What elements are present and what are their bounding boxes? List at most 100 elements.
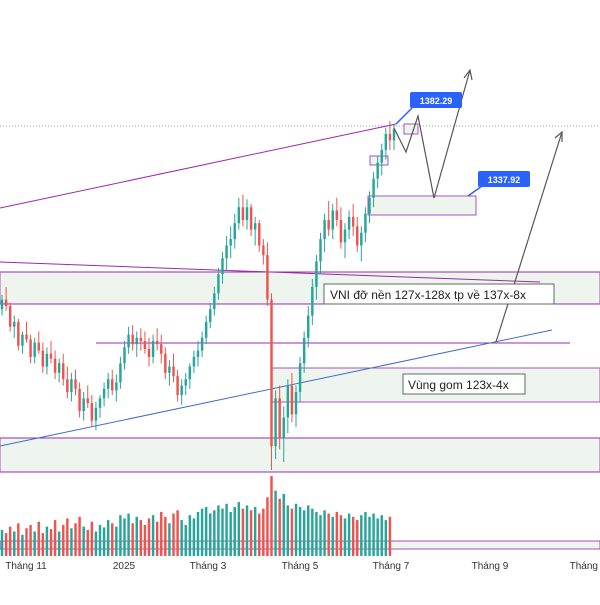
volume-bar <box>53 520 57 556</box>
volume-bar <box>245 505 249 556</box>
candle-body <box>90 403 94 421</box>
candle-body <box>111 379 114 391</box>
price-tag-1382: 1382.29 <box>395 92 462 125</box>
candle-body <box>106 379 110 389</box>
x-tick-label: Tháng 11 <box>5 561 47 572</box>
x-axis: Tháng 11 2025 Tháng 3 Tháng 5 Tháng 7 Th… <box>5 561 600 572</box>
volume-bar <box>380 515 383 556</box>
volume-bar <box>327 513 330 556</box>
candle-body <box>274 398 277 447</box>
volume-bar <box>90 521 94 556</box>
candle-body <box>290 385 294 415</box>
candle-body <box>347 216 351 230</box>
candle-body <box>384 134 388 150</box>
volume-bar <box>364 511 367 556</box>
volume-bar <box>135 516 138 556</box>
volume-bar <box>8 526 12 556</box>
volume-bar <box>115 526 118 556</box>
volume-bar <box>164 516 167 556</box>
volume-bar <box>307 505 310 556</box>
candle-body <box>339 220 343 243</box>
candle-body <box>351 216 355 227</box>
projection-arrowhead-up <box>463 68 473 81</box>
candle-body <box>98 398 102 408</box>
candle-body <box>45 353 49 367</box>
candle-body <box>209 309 212 322</box>
candle-body <box>323 220 326 240</box>
candle-body <box>29 339 32 357</box>
volume-bar <box>294 503 298 556</box>
volume-bar <box>131 523 134 556</box>
candle-body <box>388 134 392 141</box>
volume-bar <box>4 533 8 556</box>
volume-bar <box>221 508 224 556</box>
volume-bar <box>49 529 53 556</box>
volume-bar <box>102 527 106 556</box>
volume-bar <box>258 513 261 556</box>
x-tick-label: Tháng 9 <box>472 561 509 572</box>
volume-bar <box>225 503 228 556</box>
volume-bar <box>347 513 351 556</box>
volume-bar <box>25 528 28 556</box>
candle-body <box>331 210 334 230</box>
small-zone-upper <box>369 155 389 166</box>
candle-body <box>266 255 269 300</box>
candle-body <box>192 356 196 367</box>
volume-bar <box>311 508 314 556</box>
price-tag-label: 1337.92 <box>488 175 521 185</box>
candle-body <box>368 197 371 214</box>
candle-body <box>307 315 310 338</box>
volume-bar <box>339 515 343 556</box>
volume-bar <box>66 518 69 556</box>
volume-bar <box>351 516 355 556</box>
price-tag-pointer <box>467 185 483 197</box>
candle-body <box>21 334 24 346</box>
volume-bar <box>172 513 175 556</box>
candle-body <box>49 353 53 359</box>
volume-bar <box>160 511 163 556</box>
volume-bar <box>168 523 171 556</box>
volume-bar <box>360 515 363 556</box>
candle-body <box>41 350 45 367</box>
volume-bar <box>180 520 183 556</box>
resistance-trendline <box>0 123 397 209</box>
volume-bar <box>298 507 302 556</box>
volume-bar <box>78 516 81 556</box>
x-tick-label: Tháng 1 <box>570 561 600 572</box>
candle-body <box>176 376 179 396</box>
candle-body <box>221 258 224 275</box>
candle-body <box>253 223 257 230</box>
candle-body <box>241 207 245 221</box>
volume-bar <box>196 511 200 556</box>
candle-body <box>127 334 130 348</box>
volume-bar <box>335 511 339 556</box>
volume-bar <box>70 528 73 556</box>
volume-bar <box>139 520 143 556</box>
candle-body <box>262 245 265 256</box>
candle-body <box>139 337 143 342</box>
candle-body <box>8 305 12 327</box>
candle-body <box>380 149 383 163</box>
candle-body <box>17 321 20 346</box>
candle-body <box>213 293 216 310</box>
volume-bar <box>323 510 326 556</box>
candle-body <box>327 220 330 230</box>
candle-body <box>74 379 77 389</box>
volume-bar <box>200 508 204 556</box>
x-tick-label: 2025 <box>113 561 136 572</box>
candle-body <box>13 321 16 327</box>
projection-path <box>393 68 563 343</box>
volume-bar <box>119 515 122 556</box>
candle-body <box>155 341 159 345</box>
price-tag-box <box>478 171 530 187</box>
candle-body <box>4 299 8 306</box>
volume-bar <box>127 513 130 556</box>
support-zone-lower <box>0 437 600 473</box>
candle-body <box>319 239 322 262</box>
candle-body <box>302 337 306 364</box>
volume-bar <box>270 476 273 556</box>
volume-bar <box>376 518 379 556</box>
volume-bar <box>143 524 147 556</box>
